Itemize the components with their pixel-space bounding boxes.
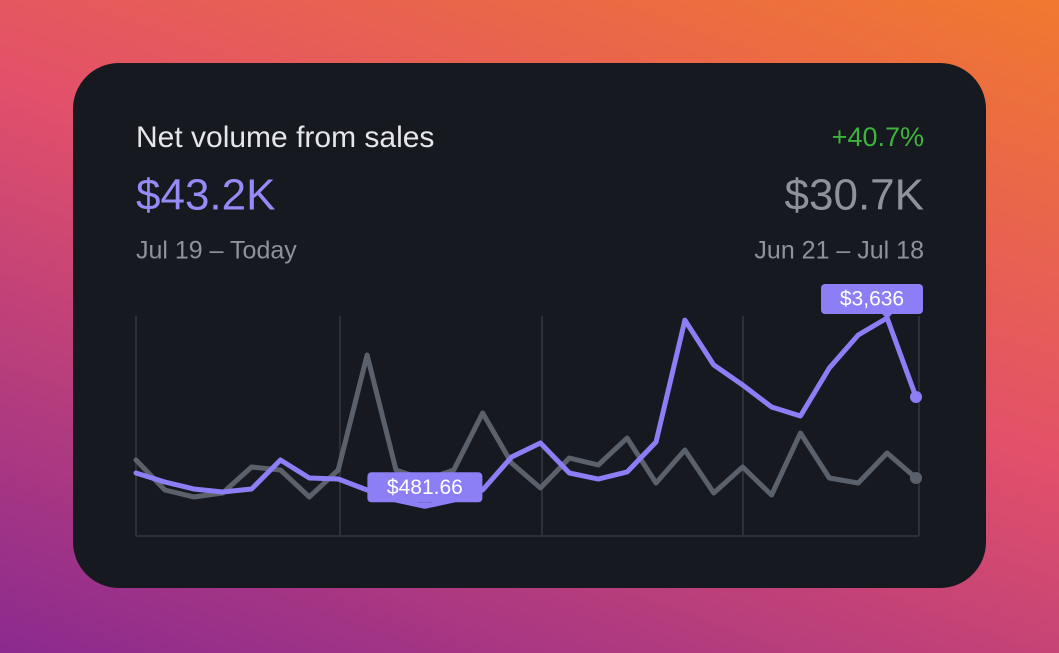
callout-pointer [882,314,893,319]
change: +40.7% [832,122,924,152]
callout-label: $3,636 [840,288,904,311]
end-dot [910,391,922,404]
line [133,352,919,500]
previous-value: $30.7K [785,171,924,220]
title: Net volume from sales [136,121,434,154]
card [73,63,986,588]
callout-box [367,472,483,503]
callout-box [821,284,923,314]
current-value: $43.2K [136,171,275,220]
end-dot [910,472,922,485]
line [133,315,919,509]
callout-pointer [419,502,430,508]
grid [135,316,920,537]
callout-label: $481.66 [387,476,463,499]
current-range: Jul 19 – Today [136,237,297,265]
previous-range: Jun 21 – Jul 18 [754,237,924,265]
